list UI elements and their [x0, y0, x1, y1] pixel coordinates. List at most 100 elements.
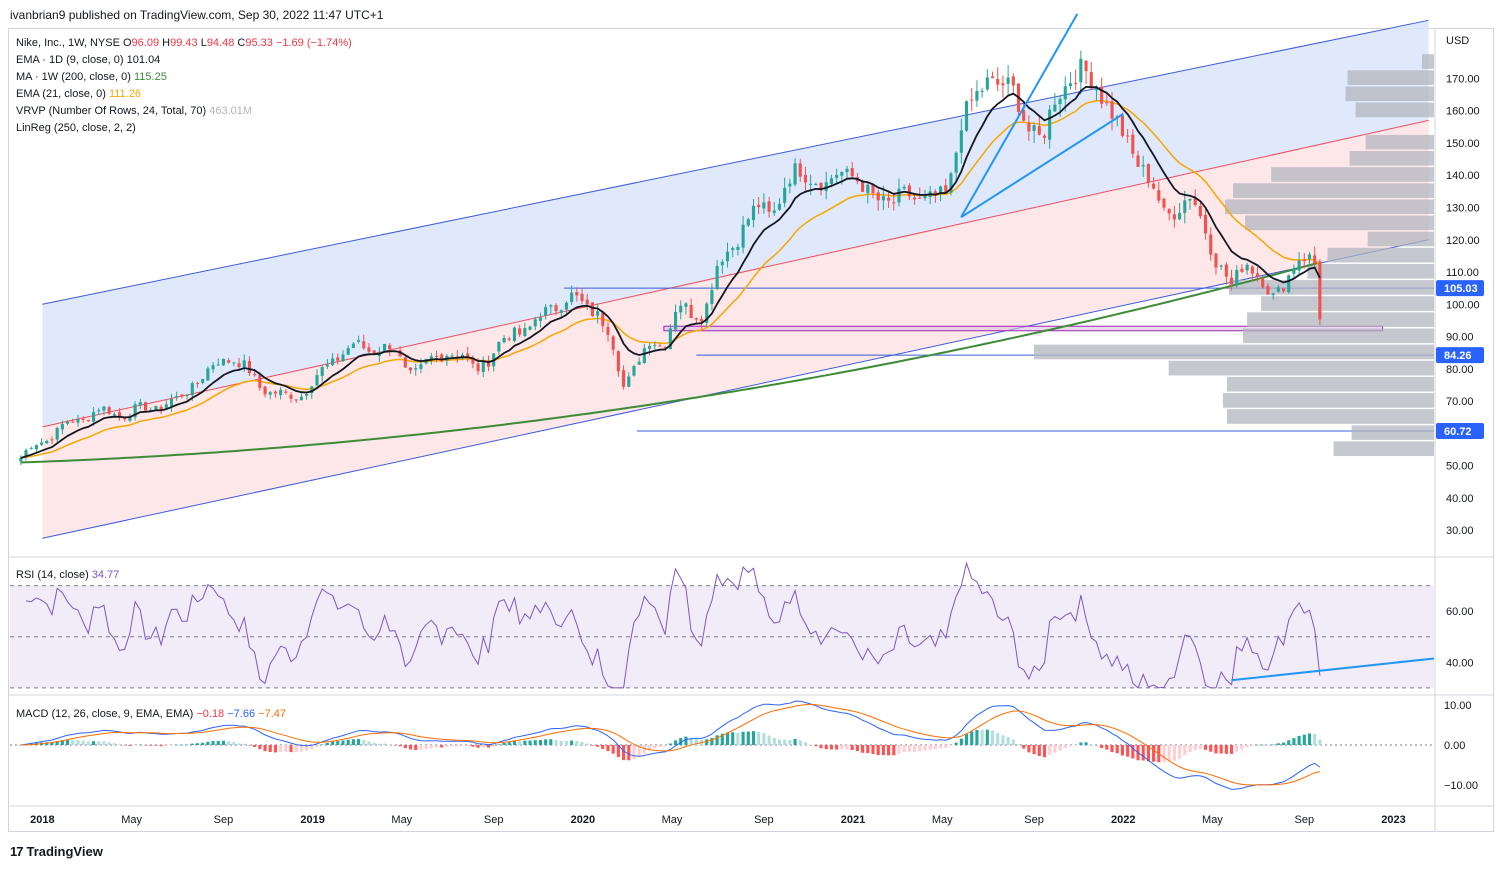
- candle-body: [1048, 109, 1052, 140]
- macd-histogram-bar: [684, 736, 688, 745]
- candle-body: [538, 317, 542, 321]
- macd-histogram-bar: [528, 740, 532, 745]
- candle-body: [990, 76, 995, 79]
- macd-histogram-bar: [128, 745, 132, 746]
- macd-histogram-bar: [221, 740, 226, 745]
- candle-body: [1204, 214, 1208, 234]
- candle-body: [1172, 214, 1176, 220]
- candle-body: [1167, 208, 1171, 214]
- candle-body: [169, 398, 174, 407]
- macd-histogram-bar: [980, 729, 984, 745]
- candle-body: [705, 303, 709, 323]
- candle-body: [959, 130, 963, 153]
- candle-body: [1193, 197, 1197, 206]
- candle-body: [1297, 260, 1301, 271]
- macd-histogram-bar: [211, 741, 215, 745]
- price-tick: 80.00: [1446, 364, 1474, 376]
- price-label-box: [1436, 347, 1484, 364]
- candle-body: [596, 311, 600, 316]
- tradingview-brand[interactable]: 17 TradingView: [10, 844, 103, 859]
- legend-ma200-value: 115.25: [134, 71, 167, 83]
- candle-body: [1276, 287, 1280, 292]
- macd-histogram-bar: [169, 745, 174, 746]
- vrvp-row: [1307, 263, 1434, 279]
- macd-histogram-bar: [460, 745, 465, 747]
- candle-body: [299, 396, 303, 401]
- candle-body: [45, 440, 49, 444]
- candle-body: [86, 420, 90, 422]
- candle-body: [601, 312, 605, 327]
- candle-body: [1229, 277, 1234, 285]
- macd-histogram-bar: [637, 745, 641, 757]
- candle-body: [382, 343, 387, 352]
- macd-histogram-bar: [544, 739, 548, 745]
- rsi-tick: 60.00: [1446, 606, 1474, 618]
- candle-body: [97, 410, 101, 412]
- macd-legend[interactable]: MACD (12, 26, close, 9, EMA, EMA) −0.18 …: [16, 708, 286, 720]
- macd-histogram-bar: [725, 732, 730, 745]
- macd-histogram-bar: [819, 745, 823, 749]
- legend-ema9-row[interactable]: EMA · 1D (9, close, 0) 101.04: [16, 52, 352, 69]
- legend-c-label: C: [237, 37, 246, 49]
- candle-body: [315, 375, 319, 386]
- macd-histogram-bar: [159, 745, 163, 747]
- candle-body: [247, 360, 252, 374]
- macd-histogram-bar: [616, 745, 620, 758]
- candle-body: [699, 319, 704, 322]
- candle-body: [783, 187, 787, 203]
- macd-histogram-bar: [263, 745, 267, 752]
- candle-body: [455, 356, 459, 358]
- rsi-value: 34.77: [91, 569, 120, 581]
- macd-histogram-bar: [1167, 745, 1171, 762]
- macd-histogram-bar: [933, 745, 937, 750]
- candle-body: [897, 188, 901, 203]
- macd-histogram-bar: [268, 745, 272, 752]
- price-tick: 100.00: [1446, 299, 1480, 311]
- candle-body: [835, 174, 839, 178]
- rsi-legend[interactable]: RSI (14, close) 34.77: [16, 569, 119, 581]
- legend-ma200-row[interactable]: MA · 1W (200, close, 0) 115.25: [16, 69, 352, 86]
- time-tick: Sep: [484, 814, 504, 826]
- candle-body: [528, 326, 532, 330]
- macd-histogram-bar: [741, 731, 745, 745]
- macd-histogram-bar: [850, 745, 854, 750]
- macd-histogram-bar: [357, 738, 361, 745]
- candle-body: [336, 357, 340, 361]
- macd-histogram-bar: [1240, 745, 1244, 750]
- macd-histogram-bar: [907, 745, 911, 752]
- macd-histogram-bar: [964, 733, 969, 745]
- candle-body: [429, 356, 433, 360]
- macd-histogram-bar: [1074, 745, 1078, 746]
- macd-histogram-bar: [751, 731, 756, 745]
- vrvp-row: [1271, 167, 1434, 182]
- vrvp-row: [1365, 134, 1434, 150]
- candle-body: [325, 364, 329, 367]
- macd-histogram-bar: [668, 743, 672, 745]
- legend-linreg-row[interactable]: LinReg (250, close, 2, 2): [16, 120, 352, 137]
- publisher-line: ivanbrian9 published on TradingView.com,…: [10, 8, 384, 22]
- legend-vrvp-row[interactable]: VRVP (Number Of Rows, 24, Total, 70) 463…: [16, 103, 352, 120]
- macd-histogram-bar: [1281, 742, 1286, 745]
- macd-histogram-bar: [1011, 739, 1015, 745]
- vrvp-row: [1226, 409, 1434, 424]
- macd-histogram-bar: [1214, 745, 1218, 754]
- candle-body: [1053, 104, 1057, 112]
- legend-ema21-row[interactable]: EMA (21, close, 0) 111.26: [16, 86, 352, 103]
- macd-histogram-bar: [294, 745, 298, 753]
- candle-body: [809, 183, 813, 185]
- candle-body: [107, 407, 111, 414]
- candle-body: [861, 180, 865, 192]
- candle-body: [1105, 102, 1109, 104]
- macd-histogram-bar: [362, 740, 366, 745]
- macd-histogram-bar: [772, 737, 776, 745]
- macd-histogram-bar: [959, 738, 963, 745]
- candle-body: [237, 363, 241, 368]
- price-label-text: 105.03: [1444, 283, 1478, 295]
- legend-change: −1.69 (−1.74%): [275, 37, 352, 49]
- tradingview-logo-icon: 17: [10, 844, 24, 859]
- macd-histogram-bar: [492, 745, 496, 747]
- candle-body: [112, 414, 116, 416]
- candle-body: [195, 382, 200, 384]
- macd-histogram-bar: [154, 745, 158, 746]
